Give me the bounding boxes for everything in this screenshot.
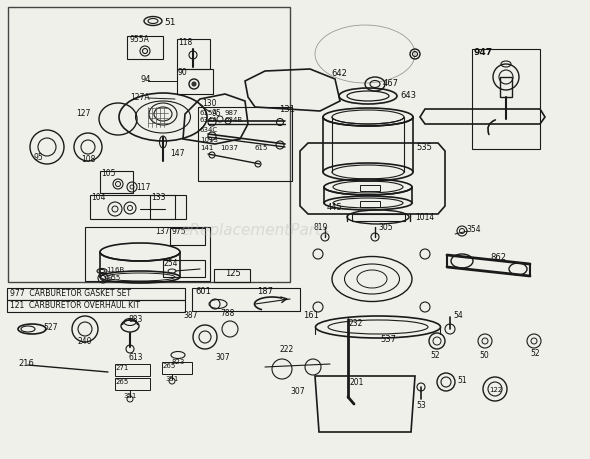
Text: 975: 975 (171, 226, 186, 235)
Text: 105: 105 (101, 169, 116, 178)
Text: 955: 955 (107, 274, 120, 280)
Bar (192, 288, 300, 311)
Text: 127: 127 (76, 108, 90, 117)
Text: 351: 351 (165, 375, 179, 381)
Text: 201: 201 (350, 378, 365, 386)
Text: 527: 527 (43, 322, 57, 331)
Text: 254: 254 (164, 258, 179, 267)
Text: 883: 883 (128, 315, 142, 324)
Bar (8, 8, 290, 282)
Text: 537: 537 (380, 335, 396, 344)
Text: 307: 307 (290, 386, 304, 396)
Text: 634B: 634B (225, 117, 243, 123)
Bar (7, 288, 185, 300)
Text: 222: 222 (280, 345, 294, 354)
Text: 147: 147 (170, 149, 185, 158)
Text: 116B: 116B (106, 266, 124, 272)
Text: 955A: 955A (129, 34, 149, 44)
Text: 305: 305 (378, 222, 392, 231)
Bar (162, 362, 192, 374)
Text: 127A: 127A (130, 92, 150, 101)
Text: 643: 643 (400, 91, 416, 100)
Text: 862: 862 (490, 253, 506, 262)
Bar (127, 37, 163, 60)
Text: 947: 947 (474, 47, 493, 56)
Text: 108: 108 (81, 155, 95, 164)
Text: 118: 118 (178, 38, 192, 46)
Bar (7, 300, 185, 312)
Text: 265: 265 (163, 362, 176, 368)
Text: 987: 987 (225, 110, 238, 116)
Text: 1014: 1014 (415, 212, 434, 221)
Text: 819: 819 (313, 222, 327, 231)
Text: 94: 94 (140, 75, 150, 84)
Bar (163, 260, 205, 277)
Text: 445: 445 (327, 203, 343, 212)
Text: 634A: 634A (200, 117, 218, 123)
Bar (472, 50, 540, 150)
Bar (198, 108, 292, 182)
Text: 387: 387 (183, 311, 198, 320)
Bar (115, 364, 150, 376)
Text: 265: 265 (116, 378, 129, 384)
Text: 52: 52 (430, 350, 440, 359)
Text: 104: 104 (91, 193, 106, 202)
Text: 130: 130 (202, 99, 217, 108)
Text: 615: 615 (255, 145, 268, 151)
Text: 53: 53 (416, 401, 426, 409)
Text: 122: 122 (489, 386, 503, 392)
Text: 50: 50 (479, 350, 489, 359)
Circle shape (192, 83, 196, 87)
Text: 535: 535 (416, 143, 432, 152)
Text: 90: 90 (178, 67, 188, 76)
Text: 95: 95 (33, 152, 42, 161)
Bar (85, 228, 210, 281)
Text: eReplacementParts: eReplacementParts (181, 222, 330, 237)
Text: 613: 613 (128, 352, 143, 361)
Text: 642: 642 (331, 68, 347, 77)
Text: 351: 351 (123, 392, 137, 398)
Text: 788: 788 (220, 309, 234, 318)
Text: 467: 467 (383, 78, 399, 87)
Text: 51: 51 (457, 375, 467, 385)
Bar (115, 378, 150, 390)
Text: 1037: 1037 (220, 145, 238, 151)
Text: 823: 823 (172, 358, 185, 364)
Text: 634C: 634C (200, 127, 218, 133)
Bar (170, 229, 205, 246)
Text: 1013: 1013 (200, 137, 218, 143)
Text: 51: 51 (164, 17, 175, 27)
Bar (177, 70, 213, 95)
Text: 271: 271 (116, 364, 129, 370)
Bar (214, 269, 250, 282)
Text: 131: 131 (279, 105, 295, 114)
Text: 240: 240 (78, 337, 92, 346)
Bar (177, 40, 210, 70)
Text: 354: 354 (466, 225, 481, 234)
Text: 187: 187 (257, 287, 273, 296)
Text: 121  CARBURETOR OVERHAUL KIT: 121 CARBURETOR OVERHAUL KIT (10, 300, 140, 309)
Text: 54: 54 (453, 311, 463, 320)
Text: 125: 125 (225, 269, 241, 278)
Text: 137: 137 (155, 226, 169, 235)
Text: 133: 133 (151, 193, 166, 202)
Text: 977  CARBURETOR GASKET SET: 977 CARBURETOR GASKET SET (10, 288, 131, 297)
Bar (360, 185, 380, 191)
Text: 216: 216 (18, 358, 34, 367)
Text: 601: 601 (195, 287, 211, 296)
Text: 307: 307 (215, 353, 230, 362)
Text: 615A: 615A (200, 110, 218, 116)
Bar (100, 172, 133, 194)
Text: 117: 117 (136, 183, 150, 192)
Text: 95: 95 (212, 109, 222, 118)
Bar (360, 202, 380, 207)
Bar (352, 214, 405, 222)
Bar (500, 78, 512, 98)
Text: 161: 161 (303, 310, 319, 319)
Text: 141: 141 (200, 145, 214, 151)
Bar (90, 196, 175, 219)
Text: 232: 232 (349, 318, 363, 327)
Bar (150, 196, 186, 219)
Text: 52: 52 (530, 349, 540, 358)
